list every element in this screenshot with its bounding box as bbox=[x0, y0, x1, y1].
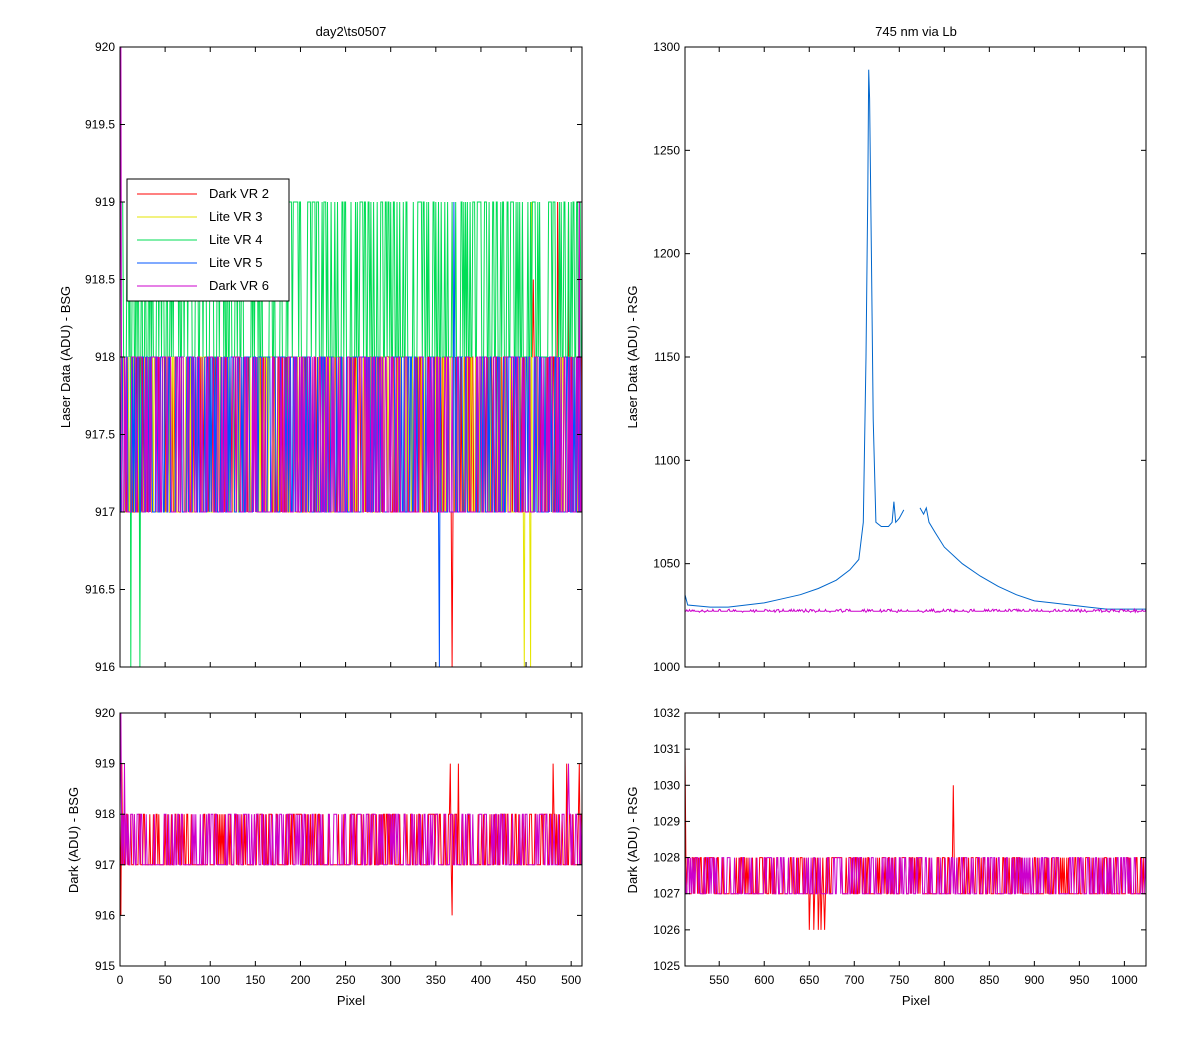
series-line-dark bbox=[685, 607, 1146, 614]
panel-top-right: 745 nm via Lb Laser Data (ADU) - RSG 100… bbox=[625, 24, 1147, 674]
y-tick-label: 1000 bbox=[653, 660, 680, 674]
y-axis-label: Laser Data (ADU) - RSG bbox=[625, 285, 640, 428]
x-tick-label: 0 bbox=[117, 973, 124, 987]
x-tick-label: 350 bbox=[426, 973, 446, 987]
x-tick-label: 950 bbox=[1069, 973, 1089, 987]
legend-entry-lite-vr-5: Lite VR 5 bbox=[137, 255, 262, 270]
legend-label: Dark VR 2 bbox=[209, 186, 269, 201]
y-tick-label: 1030 bbox=[653, 778, 680, 792]
series-line-lite bbox=[685, 69, 905, 608]
y-tick-label: 917 bbox=[95, 858, 115, 872]
series-line-lite-2 bbox=[919, 506, 1146, 610]
y-tick-label: 918.5 bbox=[85, 273, 115, 287]
x-tick-label: 550 bbox=[709, 973, 729, 987]
y-tick-label: 1029 bbox=[653, 814, 680, 828]
y-tick-label: 918 bbox=[95, 350, 115, 364]
series-line-dark-vr-6 bbox=[685, 857, 1146, 895]
x-axis-label: Pixel bbox=[902, 993, 930, 1008]
legend-label: Lite VR 5 bbox=[209, 255, 262, 270]
x-tick-label: 50 bbox=[158, 973, 172, 987]
x-tick-label: 1000 bbox=[1111, 973, 1138, 987]
series-line-dark-vr-6 bbox=[120, 47, 582, 513]
y-axis-label: Laser Data (ADU) - BSG bbox=[58, 286, 73, 428]
x-tick-label: 200 bbox=[290, 973, 310, 987]
x-tick-label: 600 bbox=[754, 973, 774, 987]
x-tick-label: 500 bbox=[561, 973, 581, 987]
y-tick-label: 1300 bbox=[653, 40, 680, 54]
y-tick-label: 1032 bbox=[653, 706, 680, 720]
series-line-dark-vr-6 bbox=[120, 713, 582, 866]
axes-box bbox=[684, 46, 1147, 668]
chart-title: day2\ts0507 bbox=[316, 24, 387, 39]
x-tick-label: 150 bbox=[245, 973, 265, 987]
y-tick-label: 916.5 bbox=[85, 583, 115, 597]
legend-entry-dark-vr-6: Dark VR 6 bbox=[137, 278, 269, 293]
axes-box bbox=[684, 712, 1147, 967]
axes-box bbox=[119, 46, 583, 668]
x-tick-label: 850 bbox=[979, 973, 999, 987]
x-tick-label: 750 bbox=[889, 973, 909, 987]
y-tick-label: 916 bbox=[95, 908, 115, 922]
panel-bottom-left: Dark (ADU) - BSG Pixel 915 916 917 918 919 92… bbox=[66, 706, 583, 1008]
axes-box bbox=[119, 712, 583, 967]
x-tick-label: 100 bbox=[200, 973, 220, 987]
chart-title: 745 nm via Lb bbox=[875, 24, 957, 39]
legend-label: Lite VR 3 bbox=[209, 209, 262, 224]
legend-entry-lite-vr-4: Lite VR 4 bbox=[137, 232, 262, 247]
legend-label: Dark VR 6 bbox=[209, 278, 269, 293]
x-tick-label: 400 bbox=[471, 973, 491, 987]
y-tick-label: 1025 bbox=[653, 959, 680, 973]
y-tick-label: 916 bbox=[95, 660, 115, 674]
y-tick-label: 919 bbox=[95, 195, 115, 209]
x-tick-label: 650 bbox=[799, 973, 819, 987]
x-tick-label: 900 bbox=[1024, 973, 1044, 987]
x-tick-label: 800 bbox=[934, 973, 954, 987]
y-tick-label: 919.5 bbox=[85, 118, 115, 132]
legend-label: Lite VR 4 bbox=[209, 232, 262, 247]
y-tick-label: 915 bbox=[95, 959, 115, 973]
legend-entry-lite-vr-3: Lite VR 3 bbox=[137, 209, 262, 224]
y-tick-label: 920 bbox=[95, 706, 115, 720]
y-tick-label: 917.5 bbox=[85, 428, 115, 442]
y-axis-label: Dark (ADU) - RSG bbox=[625, 787, 640, 894]
y-tick-label: 919 bbox=[95, 757, 115, 771]
y-tick-label: 920 bbox=[95, 40, 115, 54]
x-axis-label: Pixel bbox=[337, 993, 365, 1008]
panel-top-left: day2\ts0507 Laser Data (ADU) - BSG 916 91… bbox=[58, 24, 583, 674]
x-tick-label: 250 bbox=[336, 973, 356, 987]
y-tick-label: 1250 bbox=[653, 143, 680, 157]
legend-entry-dark-vr-2: Dark VR 2 bbox=[137, 186, 269, 201]
y-tick-label: 1200 bbox=[653, 247, 680, 261]
y-tick-label: 1031 bbox=[653, 742, 680, 756]
y-tick-label: 1050 bbox=[653, 557, 680, 571]
y-tick-label: 918 bbox=[95, 807, 115, 821]
panel-bottom-right: Dark (ADU) - RSG Pixel 1025 1026 1027 1028 1… bbox=[625, 706, 1147, 1008]
legend: Dark VR 2 Lite VR 3 Lite VR 4 Lite VR 5 … bbox=[126, 178, 290, 302]
y-tick-label: 1027 bbox=[653, 887, 680, 901]
y-tick-label: 1026 bbox=[653, 923, 680, 937]
x-tick-label: 450 bbox=[516, 973, 536, 987]
y-axis-label: Dark (ADU) - BSG bbox=[66, 787, 81, 893]
x-tick-label: 700 bbox=[844, 973, 864, 987]
y-tick-label: 917 bbox=[95, 505, 115, 519]
y-tick-label: 1100 bbox=[654, 453, 680, 467]
y-tick-label: 1028 bbox=[653, 851, 680, 865]
y-tick-label: 1150 bbox=[654, 350, 680, 364]
x-tick-label: 300 bbox=[381, 973, 401, 987]
